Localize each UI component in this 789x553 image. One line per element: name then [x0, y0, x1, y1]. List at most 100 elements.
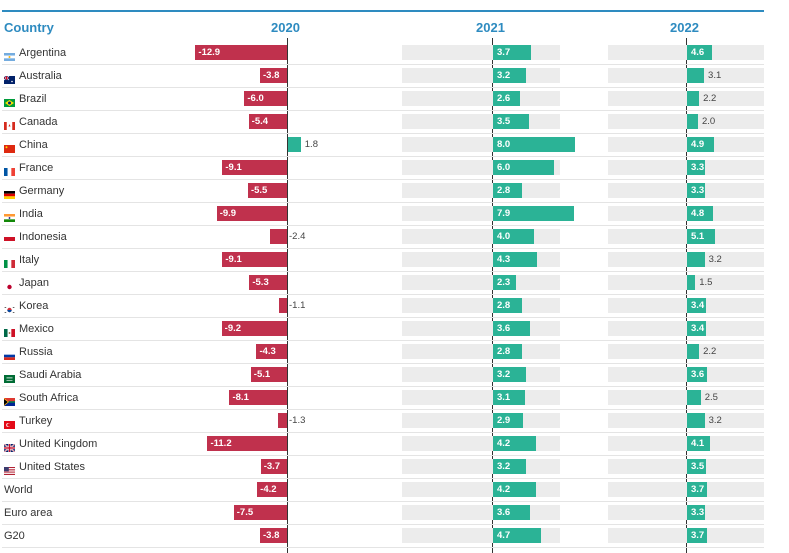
bar-2022-g20 [687, 528, 708, 543]
track-bar-2022 [608, 160, 764, 175]
bar-2020-brazil [244, 91, 287, 106]
value-label-2022-argentina: 4.6 [691, 47, 705, 58]
row-separator [2, 317, 764, 318]
in-flag-icon [4, 209, 15, 223]
bar-2020-korea [279, 298, 287, 313]
value-label-2020-united-states: -3.7 [263, 461, 281, 472]
track-bar-2022 [608, 45, 764, 60]
track-bar-2022 [608, 528, 764, 543]
bar-2020-australia [260, 68, 287, 83]
row-separator [2, 409, 764, 410]
kr-flag-icon [4, 301, 15, 314]
ru-flag-icon [4, 347, 15, 361]
bar-2021-italy [493, 252, 537, 267]
track-bar-2021 [402, 45, 560, 60]
value-label-2020-russia: -4.3 [259, 346, 276, 357]
value-label-2020-south-africa: -8.1 [232, 392, 249, 403]
country-label-g20: G20 [4, 530, 25, 542]
value-label-2021-g20: 4.7 [497, 530, 511, 541]
track-bar-2022 [608, 344, 764, 359]
bar-2022-turkey [687, 413, 705, 428]
value-label-2020-saudi-arabia: -5.1 [253, 369, 271, 380]
jp-flag-icon [4, 278, 15, 291]
value-label-2021-turkey: 2.9 [497, 415, 511, 426]
value-label-2022-russia: 2.2 [703, 346, 717, 357]
value-label-2021-indonesia: 4.0 [497, 231, 511, 242]
track-bar-2022 [608, 321, 764, 336]
row-separator [2, 225, 764, 226]
bar-2022-indonesia [687, 229, 716, 244]
value-label-2022-saudi-arabia: 3.6 [691, 369, 705, 380]
value-label-2020-india: -9.9 [219, 208, 237, 219]
de-flag-icon [4, 186, 15, 200]
bar-2021-france [493, 160, 555, 175]
value-label-2021-brazil: 2.6 [497, 93, 511, 104]
bar-2021-brazil [493, 91, 520, 106]
row-separator [2, 363, 764, 364]
bar-2020-germany [247, 183, 287, 198]
bar-2021-united-kingdom [493, 436, 536, 451]
bar-2022-russia [687, 344, 700, 359]
bar-2020-united-states [260, 459, 287, 474]
track-bar-2021 [402, 459, 560, 474]
value-label-2020-g20: -3.8 [263, 530, 280, 541]
country-label-united-kingdom: United Kingdom [19, 438, 98, 450]
bar-2021-russia [493, 344, 522, 359]
value-label-2020-germany: -5.5 [250, 185, 268, 196]
value-label-2022-italy: 3.2 [708, 254, 722, 265]
br-flag-icon [4, 94, 15, 107]
track-bar-2021 [402, 367, 560, 382]
track-bar-2021 [402, 183, 560, 198]
value-label-2021-japan: 2.3 [497, 277, 511, 288]
bar-2020-turkey [277, 413, 287, 428]
row-separator [2, 248, 764, 249]
country-label-japan: Japan [19, 277, 49, 289]
bar-2020-world [257, 482, 287, 497]
track-bar-2022 [608, 505, 764, 520]
track-bar-2021 [402, 298, 560, 313]
value-label-2021-italy: 4.3 [497, 254, 511, 265]
row-separator [2, 524, 764, 525]
ca-flag-icon [4, 117, 15, 130]
value-label-2020-italy: -9.1 [225, 254, 242, 265]
country-label-turkey: Turkey [19, 415, 53, 427]
value-label-2021-china: 8.0 [497, 139, 511, 150]
row-separator [2, 110, 764, 111]
value-label-2021-france: 6.0 [497, 162, 511, 173]
track-bar-2022 [608, 482, 764, 497]
value-label-2020-china: 1.8 [304, 139, 318, 150]
bar-2022-india [687, 206, 714, 221]
header-country: Country [4, 20, 54, 35]
value-label-2020-brazil: -6.0 [247, 93, 264, 104]
bar-2022-united-states [687, 459, 707, 474]
bar-2021-saudi-arabia [493, 367, 526, 382]
value-label-2020-world: -4.2 [260, 484, 277, 495]
country-label-france: France [19, 162, 54, 174]
track-bar-2022 [608, 390, 764, 405]
track-bar-2022 [608, 252, 764, 267]
value-label-2022-korea: 3.4 [691, 300, 705, 311]
tr-flag-icon [4, 416, 15, 429]
bar-2022-euro-area [687, 505, 706, 520]
bar-2022-brazil [687, 91, 700, 106]
country-label-saudi-arabia: Saudi Arabia [19, 369, 82, 381]
bar-2021-korea [493, 298, 522, 313]
bar-2022-south-africa [687, 390, 701, 405]
country-label-korea: Korea [19, 300, 49, 312]
track-bar-2021 [402, 413, 560, 428]
track-bar-2021 [402, 91, 560, 106]
bar-2021-australia [493, 68, 526, 83]
track-bar-2022 [608, 183, 764, 198]
country-label-canada: Canada [19, 116, 58, 128]
country-label-russia: Russia [19, 346, 53, 358]
bar-2021-euro-area [493, 505, 530, 520]
value-label-2022-indonesia: 5.1 [691, 231, 705, 242]
value-label-2021-south-africa: 3.1 [497, 392, 511, 403]
country-label-australia: Australia [19, 70, 62, 82]
track-bar-2021 [402, 321, 560, 336]
bar-2020-mexico [221, 321, 287, 336]
bar-2020-indonesia [269, 229, 287, 244]
country-label-south-africa: South Africa [19, 392, 79, 404]
header-series-2021: 2021 [476, 20, 505, 35]
